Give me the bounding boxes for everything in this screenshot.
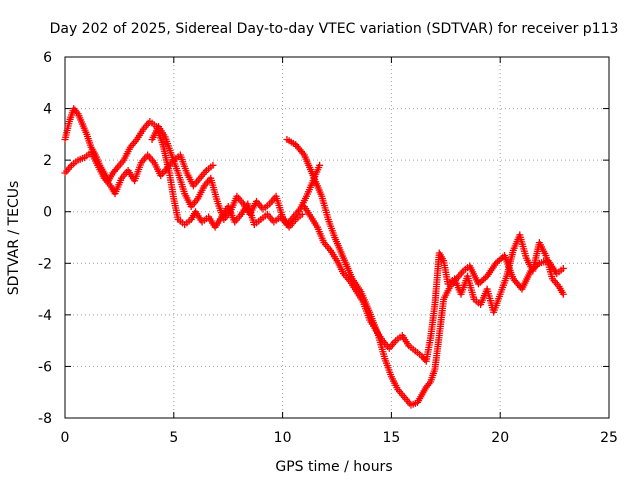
y-tick-label: -8 xyxy=(38,411,52,427)
y-axis: -8 -6 -4 -2 0 2 4 6 xyxy=(38,50,609,427)
series-track-e xyxy=(300,203,567,365)
chart-title: Day 202 of 2025, Sidereal Day-to-day VTE… xyxy=(50,21,619,37)
series-track-c xyxy=(148,123,306,231)
y-tick-label: 4 xyxy=(43,102,52,118)
y-tick-label: -2 xyxy=(38,256,52,272)
data-point xyxy=(559,290,567,298)
y-tick-label: -6 xyxy=(38,359,52,375)
series-track-a xyxy=(61,148,217,198)
y-tick-label: 2 xyxy=(43,153,52,169)
x-axis: 0 5 10 15 20 25 xyxy=(61,57,618,446)
y-tick-label: -4 xyxy=(38,308,52,324)
plot-frame xyxy=(64,56,610,419)
data-point xyxy=(209,161,217,169)
x-tick-label: 10 xyxy=(274,430,292,446)
x-tick-label: 5 xyxy=(169,430,178,446)
x-axis-label: GPS time / hours xyxy=(275,459,392,475)
x-tick-label: 0 xyxy=(61,430,70,446)
series-track-b xyxy=(61,105,324,231)
y-tick-label: 0 xyxy=(43,205,52,221)
y-tick-label: 6 xyxy=(43,50,52,66)
data-point xyxy=(559,264,567,272)
series-track-d xyxy=(283,136,567,409)
data-point xyxy=(298,210,306,218)
data-points xyxy=(61,105,567,409)
data-point xyxy=(316,161,324,169)
y-axis-label: SDTVAR / TECUs xyxy=(6,181,22,296)
x-tick-label: 15 xyxy=(382,430,400,446)
x-tick-label: 20 xyxy=(491,430,509,446)
x-tick-label: 25 xyxy=(600,430,618,446)
